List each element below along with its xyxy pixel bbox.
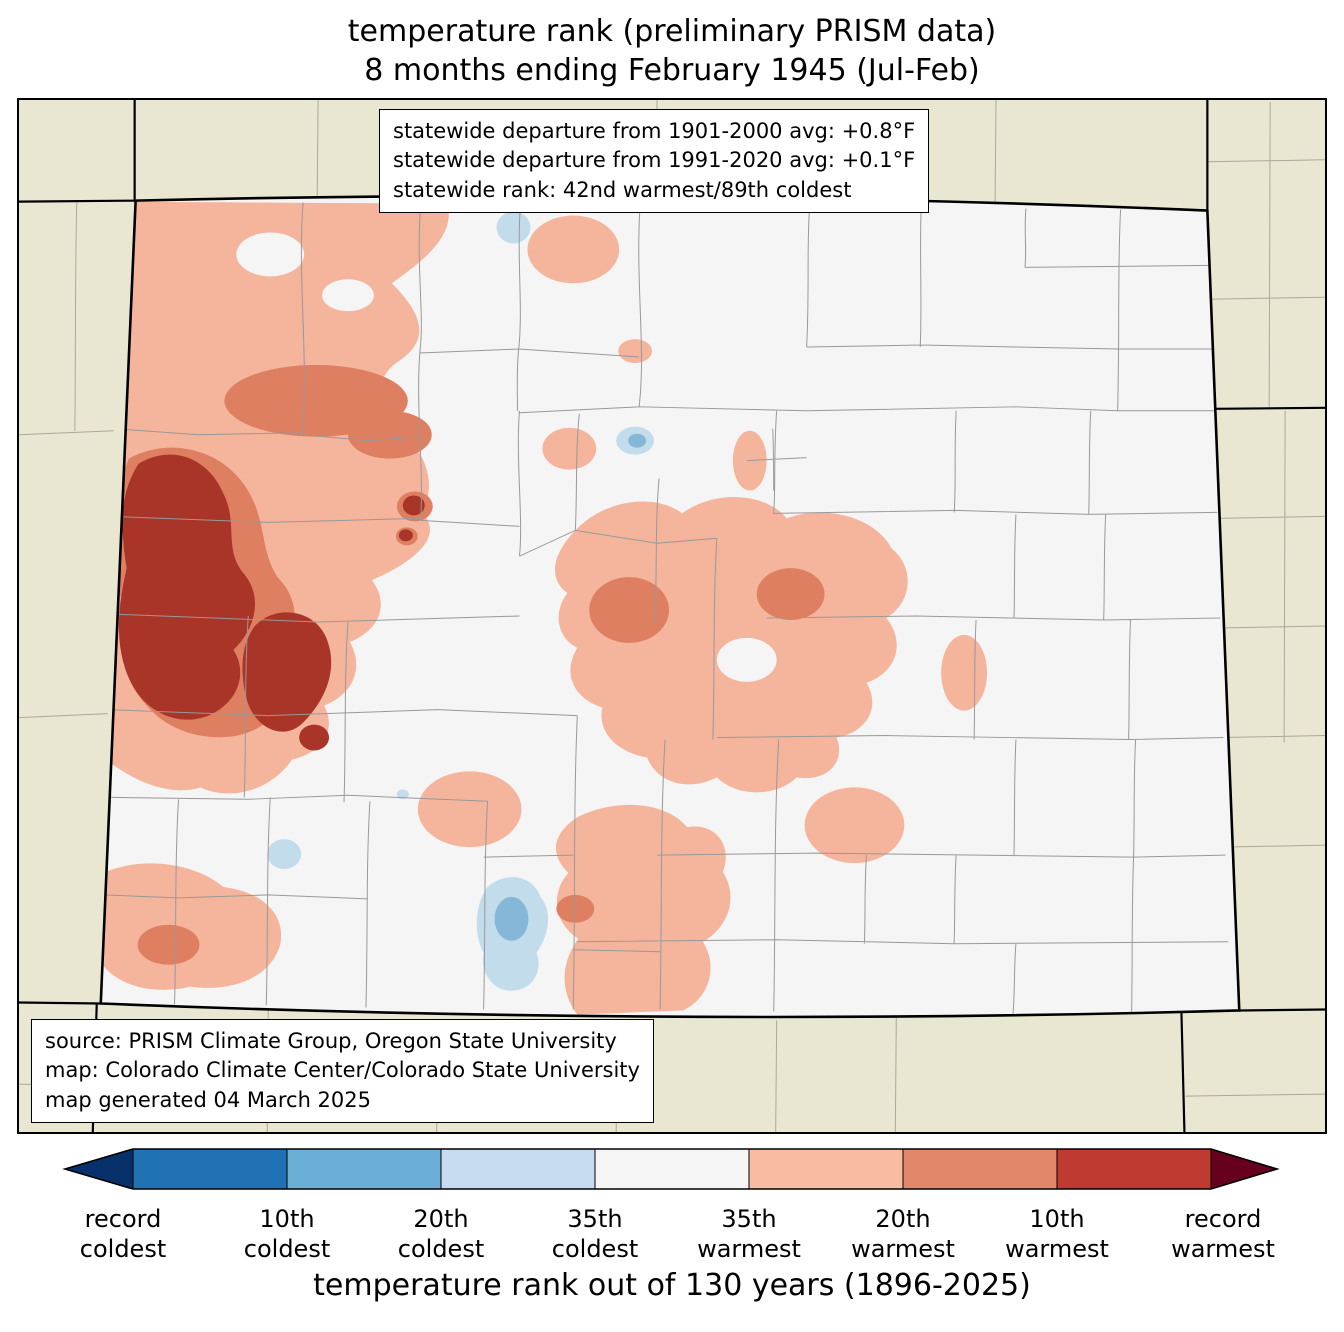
tick-label-35th-warmest: 35th warmest [697, 1204, 801, 1264]
source-line-2: map: Colorado Climate Center/Colorado St… [45, 1058, 640, 1083]
rank-neutral-gaps [236, 232, 777, 682]
tick-line: coldest [243, 1235, 331, 1263]
colorbar-dividers [132, 1149, 1212, 1189]
tick-line: warmest [697, 1235, 801, 1263]
tick-label-record-coldest: record coldest [80, 1204, 166, 1264]
colorbar-segment [595, 1149, 749, 1189]
tick-line: coldest [79, 1235, 167, 1263]
tick-line: coldest [397, 1235, 485, 1263]
colorbar-axis-label: temperature rank out of 130 years (1896-… [313, 1268, 1031, 1303]
figure-title: temperature rank (preliminary PRISM data… [0, 0, 1344, 90]
stats-line-1: statewide departure from 1901-2000 avg: … [393, 119, 916, 143]
tick-line: warmest [851, 1235, 955, 1263]
colorbar-segment [1057, 1149, 1211, 1189]
title-line1: temperature rank (preliminary PRISM data… [347, 14, 997, 49]
source-line-3: map generated 04 March 2025 [45, 1087, 372, 1112]
colorbar-segment [749, 1149, 903, 1189]
map-area: statewide departure from 1901-2000 avg: … [17, 98, 1327, 1134]
cool-rank-mid-regions [494, 433, 647, 941]
colorbar-left-arrow [65, 1149, 133, 1189]
map-canvas [19, 100, 1325, 1132]
tick-line: record [1184, 1205, 1262, 1233]
colorbar-outline [62, 1148, 1280, 1190]
tick-line: record [84, 1205, 162, 1233]
colorbar-segment [441, 1149, 595, 1189]
tick-label-10th-coldest: 10th coldest [244, 1204, 330, 1264]
tick-line: 10th [259, 1205, 315, 1233]
colorbar-bar [62, 1148, 1280, 1190]
tick-label-35th-coldest: 35th coldest [552, 1204, 638, 1264]
tick-line: coldest [551, 1235, 639, 1263]
tick-line: warmest [1005, 1235, 1109, 1263]
tick-line: 20th [875, 1205, 931, 1233]
stats-line-2: statewide departure from 1991-2020 avg: … [393, 148, 916, 173]
tick-line: 20th [413, 1205, 469, 1233]
county-boundaries [103, 202, 1229, 1015]
tick-label-record-warmest: record warmest [1171, 1204, 1275, 1264]
colorbar-segment [903, 1149, 1057, 1189]
tick-line: 35th [721, 1205, 777, 1233]
tick-line: 10th [1029, 1205, 1085, 1233]
tick-line: 35th [567, 1205, 623, 1233]
colorbar: record coldest 10th coldest 20th coldest… [0, 1146, 1344, 1266]
source-box: source: PRISM Climate Group, Oregon Stat… [31, 1018, 654, 1123]
colorbar-segment [287, 1149, 441, 1189]
title-line2: 8 months ending February 1945 (Jul-Feb) [364, 53, 980, 88]
tick-label-20th-warmest: 20th warmest [851, 1204, 955, 1264]
stats-box: statewide departure from 1901-2000 avg: … [379, 109, 930, 214]
source-line-1: source: PRISM Climate Group, Oregon Stat… [45, 1028, 617, 1053]
tick-line: warmest [1171, 1235, 1275, 1263]
colorbar-right-arrow [1211, 1149, 1277, 1189]
stats-line-3: statewide rank: 42nd warmest/89th coldes… [393, 177, 852, 202]
tick-label-20th-coldest: 20th coldest [398, 1204, 484, 1264]
tick-label-10th-warmest: 10th warmest [1005, 1204, 1109, 1264]
colorbar-segment [133, 1149, 287, 1189]
